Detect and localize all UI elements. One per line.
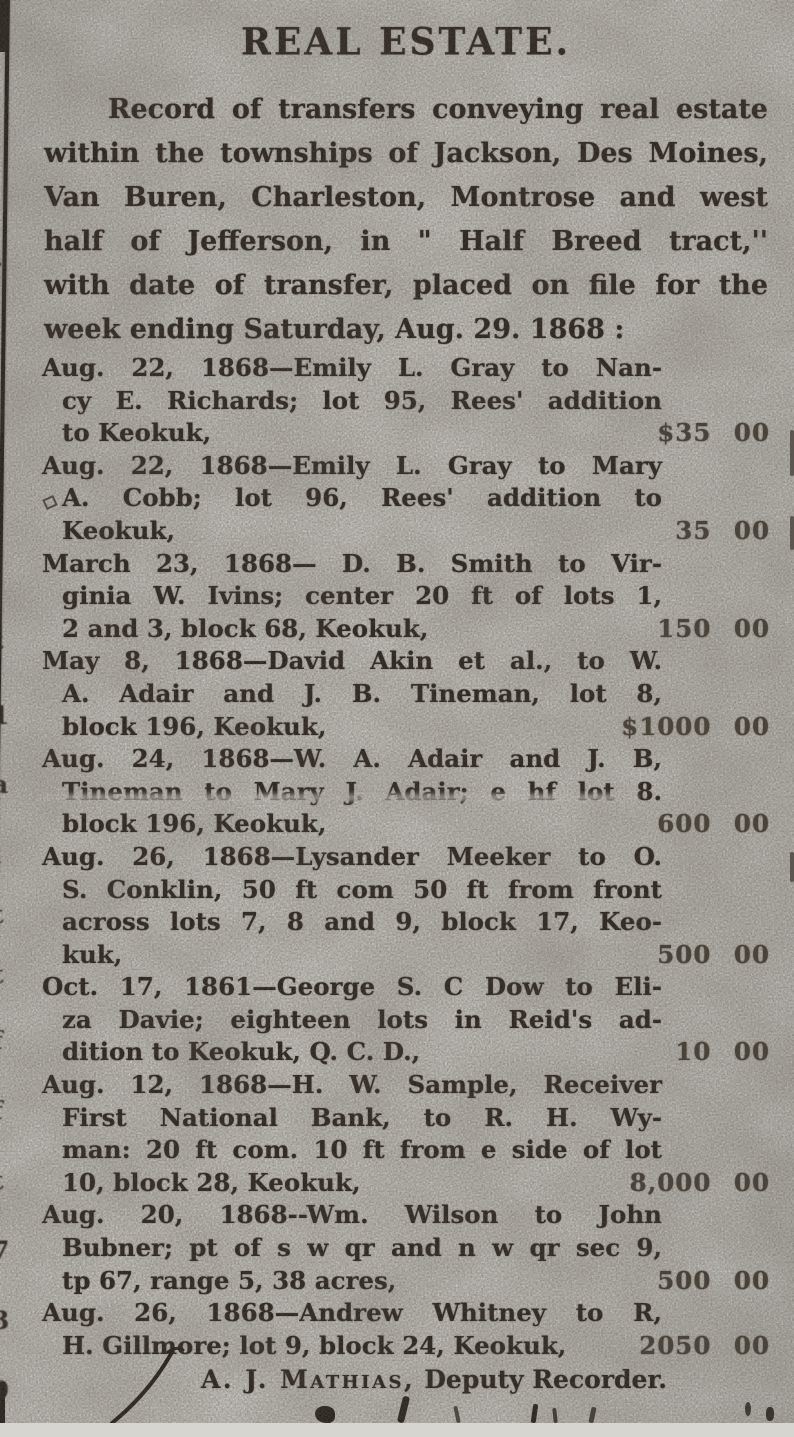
ink-blob bbox=[766, 1407, 774, 1421]
ink-blob bbox=[745, 1402, 751, 1416]
ink-blob bbox=[315, 1406, 335, 1423]
